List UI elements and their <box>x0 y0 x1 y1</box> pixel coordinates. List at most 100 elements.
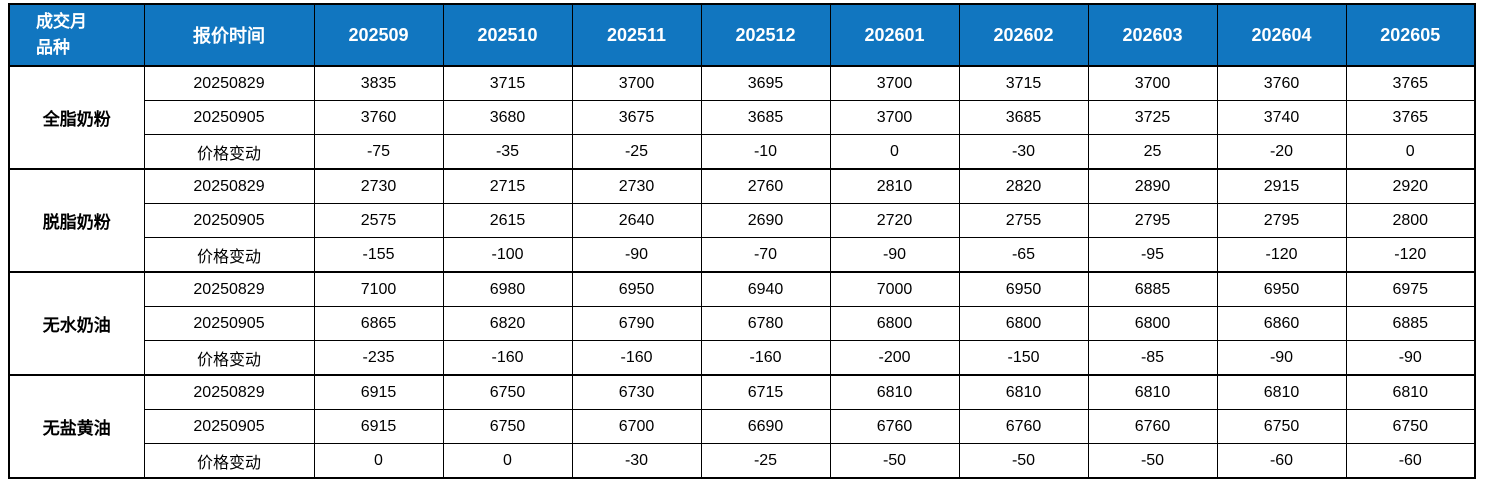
price-value-cell: 6810 <box>829 374 960 410</box>
price-value-cell: 7100 <box>313 271 444 307</box>
quote-date-cell: 20250905 <box>143 100 315 135</box>
price-value-cell: 3685 <box>958 100 1089 135</box>
price-value-cell: 2820 <box>958 168 1089 204</box>
price-value-cell: 6810 <box>1216 374 1347 410</box>
price-value-cell: 6885 <box>1345 306 1476 341</box>
price-value-cell: 6950 <box>1216 271 1347 307</box>
price-value-cell: 6760 <box>958 409 1089 444</box>
price-value-cell: 6810 <box>1087 374 1218 410</box>
change-value-cell: 0 <box>1345 134 1476 170</box>
price-value-cell: 2755 <box>958 203 1089 238</box>
month-header-cell: 202602 <box>958 3 1089 67</box>
change-row-label-cell: 价格变动 <box>143 134 315 170</box>
price-value-cell: 3675 <box>571 100 702 135</box>
table-row: 价格变动 0 0 -30 -25 -50 -50 -50 -60 -60 <box>9 443 1476 479</box>
price-value-cell: 6950 <box>571 271 702 307</box>
table-row: 价格变动 -235 -160 -160 -160 -200 -150 -85 -90 -90 <box>9 340 1476 376</box>
price-value-cell: 2730 <box>313 168 444 204</box>
price-table: 成交月 品种 报价时间 202509 202510 202511 202512 2026… <box>8 3 1476 479</box>
change-value-cell: -25 <box>571 134 702 170</box>
quote-time-header-cell: 报价时间 <box>143 3 315 67</box>
table-row: 价格变动 -75 -35 -25 -10 0 -30 25 -20 0 <box>9 134 1476 170</box>
change-value-cell: -30 <box>958 134 1089 170</box>
change-value-cell: 0 <box>442 443 573 479</box>
month-header-cell: 202510 <box>442 3 573 67</box>
product-cell: 无水奶油 <box>8 271 145 376</box>
price-value-cell: 3700 <box>829 100 960 135</box>
table-row: 20250905 2575 2615 2640 2690 2720 2755 2795 2795… <box>9 203 1476 238</box>
change-value-cell: -100 <box>442 237 573 273</box>
price-value-cell: 2640 <box>571 203 702 238</box>
price-value-cell: 6860 <box>1216 306 1347 341</box>
change-value-cell: 0 <box>829 134 960 170</box>
price-value-cell: 6780 <box>700 306 831 341</box>
table-row: 脱脂奶粉 20250829 2730 2715 2730 2760 2810 2820 2890… <box>8 168 1476 273</box>
change-row-label-cell: 价格变动 <box>143 340 315 376</box>
price-value-cell: 2810 <box>829 168 960 204</box>
product-cell: 全脂奶粉 <box>8 65 145 170</box>
price-value-cell: 6690 <box>700 409 831 444</box>
change-value-cell: -65 <box>958 237 1089 273</box>
month-header-cell: 202603 <box>1087 3 1218 67</box>
table-row: 价格变动 -155 -100 -90 -70 -90 -65 -95 -120 -120 <box>9 237 1476 273</box>
quote-date-cell: 20250905 <box>143 306 315 341</box>
change-row-label-cell: 价格变动 <box>143 443 315 479</box>
quote-date-cell: 20250829 <box>143 168 315 204</box>
price-value-cell: 3715 <box>442 65 573 101</box>
price-value-cell: 2690 <box>700 203 831 238</box>
price-value-cell: 6760 <box>1087 409 1218 444</box>
change-value-cell: -120 <box>1216 237 1347 273</box>
table-row: 全脂奶粉 20250829 3835 3715 3700 3695 3700 3715 3700… <box>8 65 1476 170</box>
price-value-cell: 6820 <box>442 306 573 341</box>
change-value-cell: 25 <box>1087 134 1218 170</box>
price-value-cell: 6750 <box>1216 409 1347 444</box>
price-value-cell: 3740 <box>1216 100 1347 135</box>
price-value-cell: 6975 <box>1345 271 1476 307</box>
price-value-cell: 2795 <box>1216 203 1347 238</box>
price-value-cell: 6810 <box>1345 374 1476 410</box>
price-value-cell: 2915 <box>1216 168 1347 204</box>
price-value-cell: 3715 <box>958 65 1089 101</box>
header-row: 成交月 品种 报价时间 202509 202510 202511 202512 2026… <box>8 3 1476 67</box>
price-value-cell: 6750 <box>442 374 573 410</box>
corner-header-line1: 成交月 <box>36 12 87 31</box>
price-value-cell: 6810 <box>958 374 1089 410</box>
price-value-cell: 6865 <box>313 306 444 341</box>
price-value-cell: 3835 <box>313 65 444 101</box>
price-value-cell: 3700 <box>829 65 960 101</box>
table-row: 20250905 6865 6820 6790 6780 6800 6800 6800 6860… <box>9 306 1476 341</box>
change-row-label-cell: 价格变动 <box>143 237 315 273</box>
change-value-cell: -10 <box>700 134 831 170</box>
product-cell: 脱脂奶粉 <box>8 168 145 273</box>
price-value-cell: 3680 <box>442 100 573 135</box>
corner-header-cell: 成交月 品种 <box>8 3 145 67</box>
change-value-cell: -60 <box>1216 443 1347 479</box>
price-value-cell: 6800 <box>958 306 1089 341</box>
quote-date-cell: 20250829 <box>143 65 315 101</box>
change-value-cell: -150 <box>958 340 1089 376</box>
change-value-cell: -20 <box>1216 134 1347 170</box>
price-value-cell: 2920 <box>1345 168 1476 204</box>
change-value-cell: -155 <box>313 237 444 273</box>
change-value-cell: -70 <box>700 237 831 273</box>
month-header-cell: 202604 <box>1216 3 1347 67</box>
price-value-cell: 3685 <box>700 100 831 135</box>
product-cell: 无盐黄油 <box>8 374 145 479</box>
price-value-cell: 6750 <box>442 409 573 444</box>
price-value-cell: 2730 <box>571 168 702 204</box>
month-header-cell: 202605 <box>1345 3 1476 67</box>
price-value-cell: 6980 <box>442 271 573 307</box>
price-value-cell: 6915 <box>313 409 444 444</box>
price-value-cell: 2760 <box>700 168 831 204</box>
price-value-cell: 3765 <box>1345 65 1476 101</box>
price-value-cell: 6950 <box>958 271 1089 307</box>
change-value-cell: -95 <box>1087 237 1218 273</box>
price-value-cell: 3765 <box>1345 100 1476 135</box>
price-value-cell: 2715 <box>442 168 573 204</box>
change-value-cell: -160 <box>571 340 702 376</box>
price-value-cell: 3725 <box>1087 100 1218 135</box>
price-value-cell: 2800 <box>1345 203 1476 238</box>
price-value-cell: 3700 <box>571 65 702 101</box>
table-row: 20250905 3760 3680 3675 3685 3700 3685 3725 3740… <box>9 100 1476 135</box>
